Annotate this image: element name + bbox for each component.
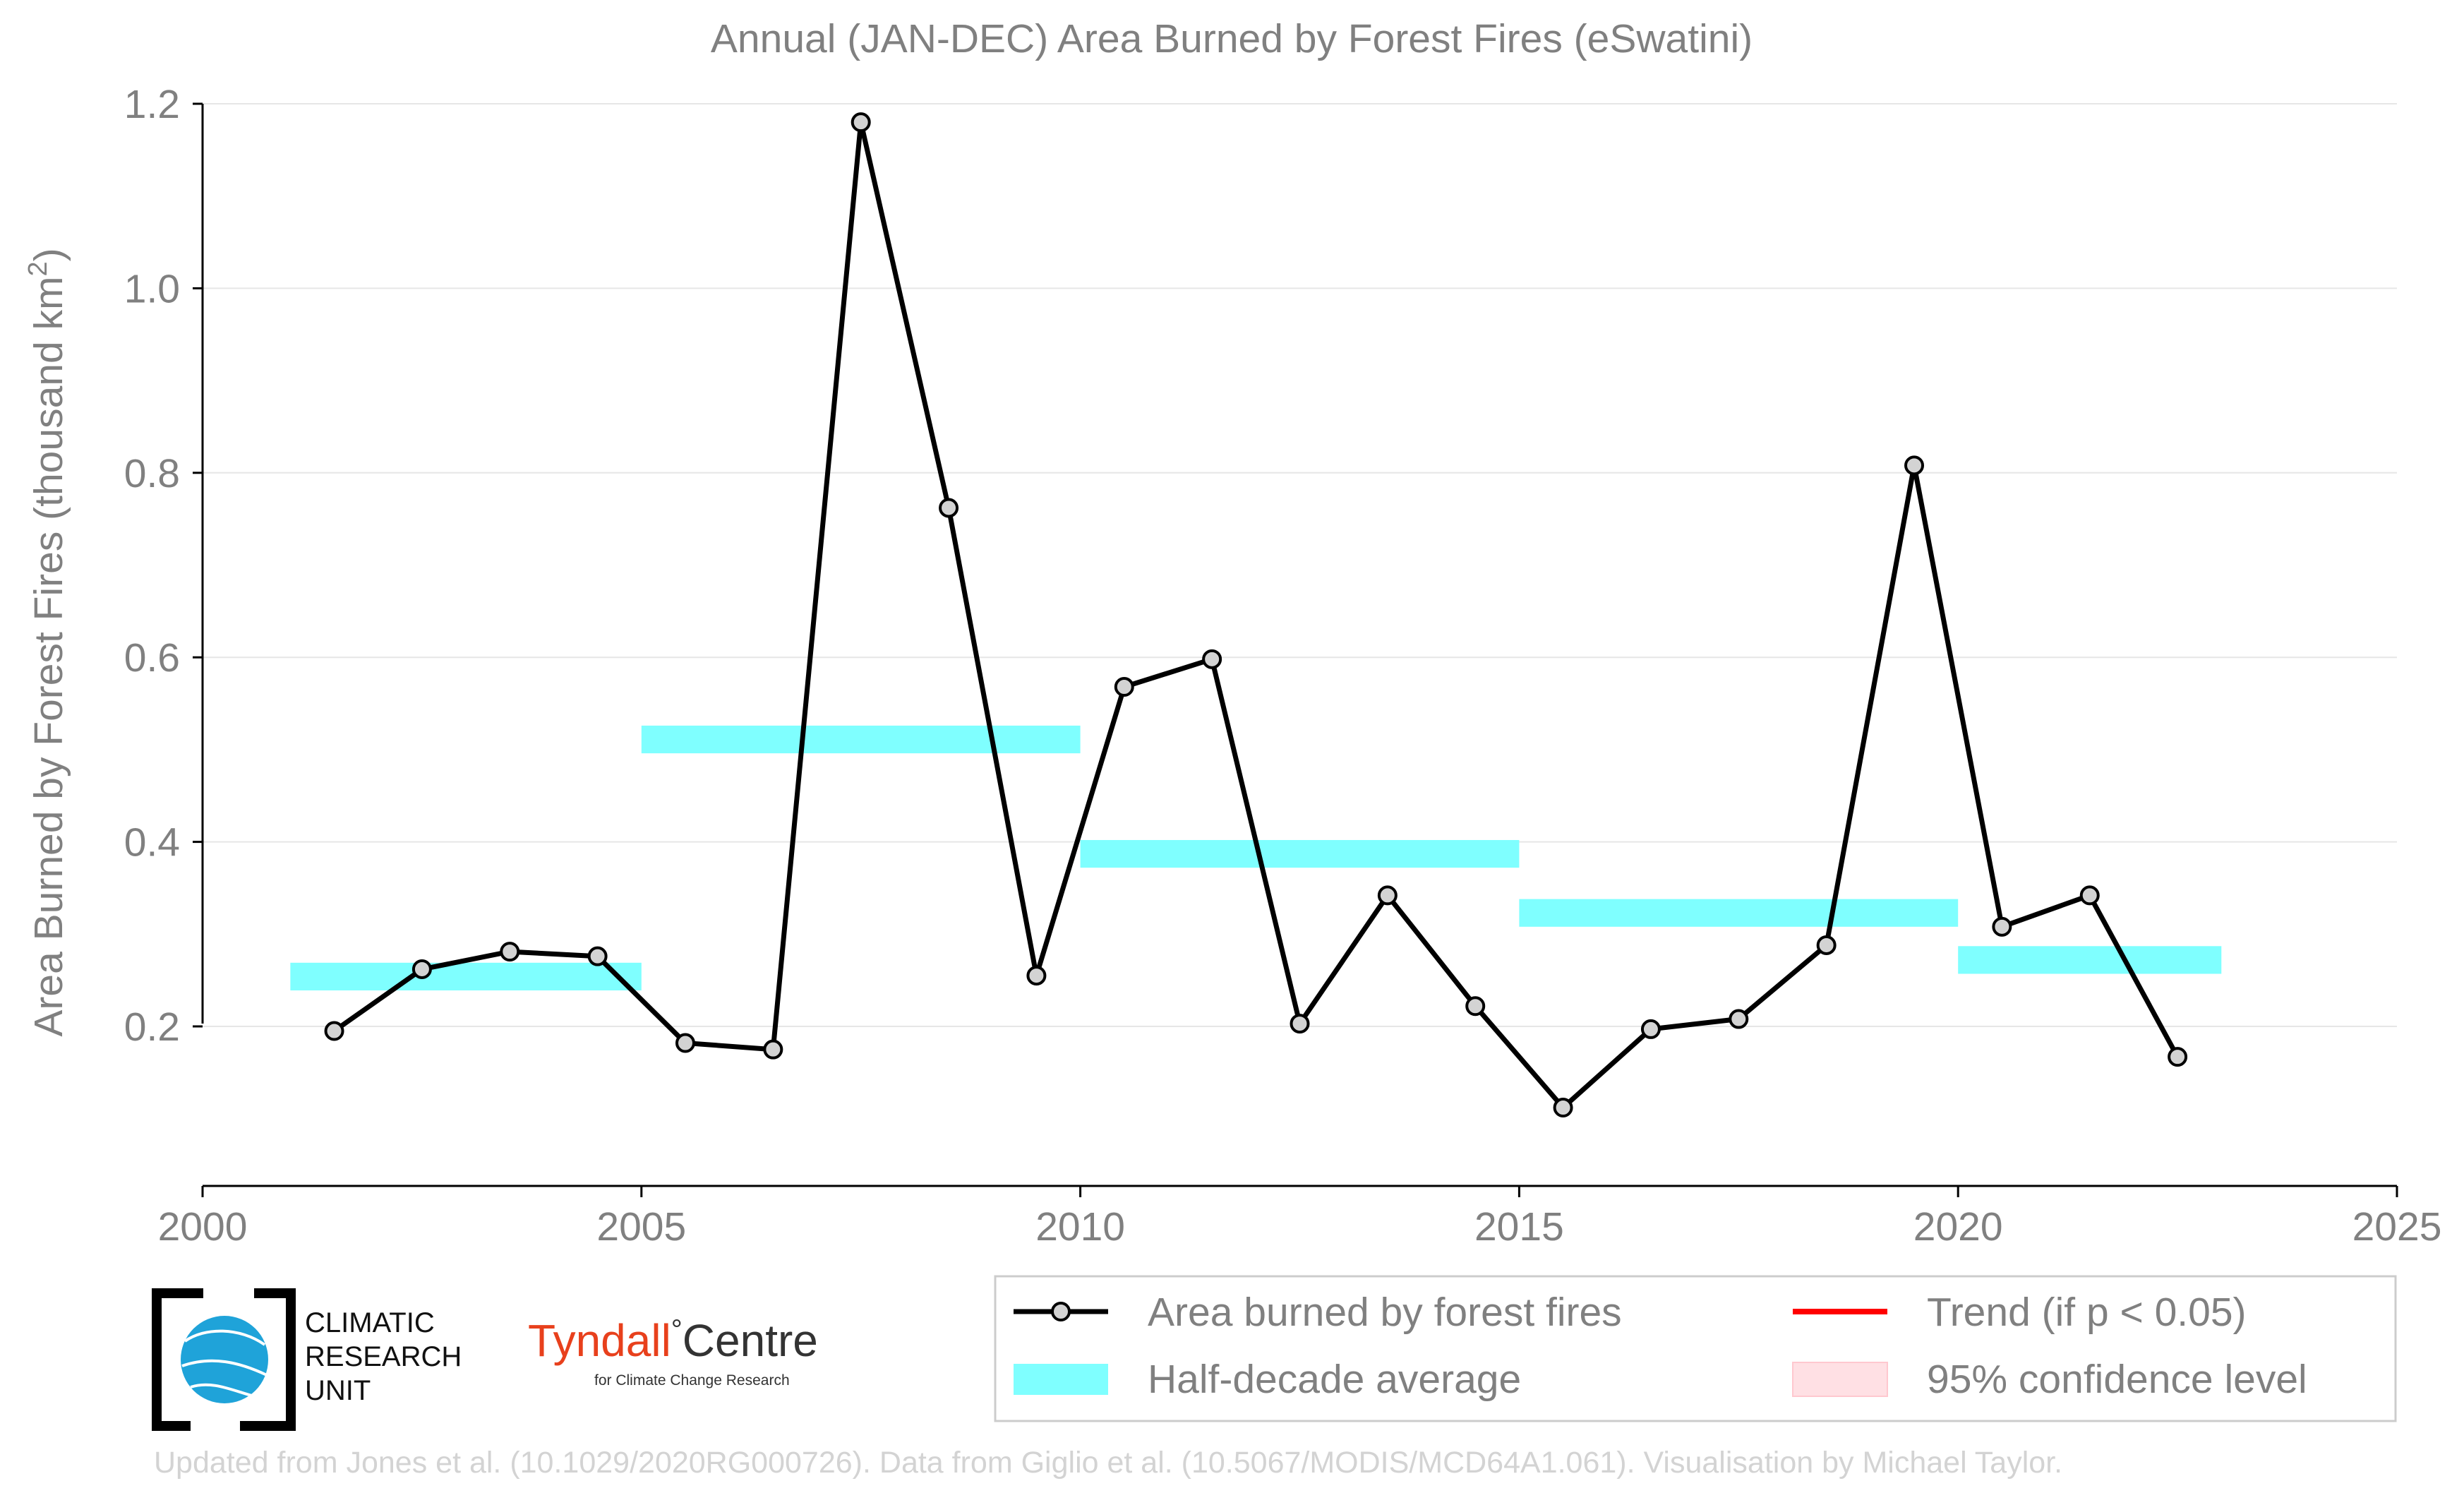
y-tick-label: 0.8 — [124, 451, 180, 496]
data-point — [1377, 885, 1398, 906]
x-tick-label: 2010 — [1035, 1204, 1125, 1249]
cru-text-line-2: RESEARCH — [305, 1341, 462, 1372]
data-point — [1202, 649, 1222, 669]
legend-swatch-marker — [1051, 1302, 1071, 1321]
half-decade-bar — [1519, 899, 1959, 927]
data-point — [324, 1021, 344, 1041]
data-point — [587, 946, 608, 966]
legend-label-half-decade: Half-decade average — [1148, 1357, 1521, 1402]
y-axis-label: Area Burned by Forest Fires (thousand km… — [23, 248, 71, 1036]
y-axis: 0.2 0.4 0.6 0.8 1.0 1.2 — [124, 82, 204, 1050]
legend-label-confidence: 95% confidence level — [1927, 1357, 2307, 1402]
x-axis: 2000 2005 2010 2015 2020 2025 — [158, 1185, 2442, 1249]
x-tick-label: 2000 — [158, 1204, 248, 1249]
cru-text-line-1: CLIMATIC — [305, 1307, 435, 1338]
x-tick-label: 2015 — [1474, 1204, 1564, 1249]
credit-line: Updated from Jones et al. (10.1029/2020R… — [154, 1446, 2063, 1480]
data-point — [1553, 1098, 1573, 1118]
data-point — [2079, 885, 2100, 906]
cru-globe-lines — [181, 1329, 268, 1398]
y-tick-label: 0.2 — [124, 1005, 180, 1050]
data-point — [763, 1039, 783, 1060]
chart-title: Annual (JAN-DEC) Area Burned by Forest F… — [711, 16, 1753, 61]
cru-globe-icon — [181, 1316, 268, 1403]
data-point — [2168, 1047, 2188, 1067]
data-point — [1640, 1019, 1661, 1039]
half-decade-bar — [290, 962, 642, 991]
y-axis-label-close: ) — [26, 248, 71, 261]
x-tick-label: 2005 — [596, 1204, 686, 1249]
cru-logo-bracket-right — [240, 1288, 296, 1431]
data-point — [675, 1033, 695, 1053]
data-point — [1904, 455, 1925, 476]
y-axis-label-main: Area Burned by Forest Fires (thousand km — [26, 276, 71, 1036]
cru-logo-bracket-left — [152, 1288, 203, 1431]
series-line-area-burned — [332, 119, 2180, 1110]
half-decade-bar — [1080, 839, 1520, 868]
y-axis-label-superscript: 2 — [23, 261, 53, 276]
data-point — [1729, 1009, 1749, 1029]
data-point — [851, 112, 871, 133]
cru-logo — [152, 1288, 296, 1431]
legend: Area burned by forest fires Trend (if p … — [994, 1275, 2397, 1422]
tyndall-name-2: Centre — [682, 1315, 818, 1366]
legend-swatch-half-decade — [1014, 1364, 1108, 1395]
tyndall-degree: ° — [671, 1314, 683, 1345]
data-point — [939, 498, 959, 518]
x-tick-label: 2025 — [2352, 1204, 2442, 1249]
data-point — [1992, 916, 2012, 937]
data-point — [500, 942, 520, 962]
y-tick-label: 1.0 — [124, 266, 180, 311]
legend-label-area-burned: Area burned by forest fires — [1148, 1290, 1622, 1335]
half-decade-bar — [641, 725, 1081, 754]
data-point — [1816, 935, 1837, 955]
legend-label-trend: Trend (if p < 0.05) — [1927, 1290, 2247, 1335]
half-decade-average-bands — [290, 725, 2222, 991]
x-tick-label: 2020 — [1913, 1204, 2003, 1249]
legend-swatch-confidence — [1792, 1362, 1888, 1397]
tyndall-name-1: Tyndall — [528, 1315, 671, 1366]
y-tick-label: 0.4 — [124, 820, 180, 865]
gridlines — [203, 103, 2397, 1027]
data-point — [1114, 677, 1134, 697]
y-tick-label: 1.2 — [124, 82, 180, 127]
data-point — [1026, 966, 1047, 986]
data-point — [1465, 996, 1486, 1017]
cru-logo-text: CLIMATIC RESEARCH UNIT — [305, 1306, 462, 1408]
tyndall-logo: Tyndall°Centre — [528, 1314, 818, 1367]
half-decade-bar — [1958, 946, 2222, 974]
data-point — [1290, 1014, 1310, 1034]
y-tick-label: 0.6 — [124, 635, 180, 680]
series-points — [324, 112, 2188, 1118]
data-point — [411, 959, 432, 979]
cru-text-line-3: UNIT — [305, 1375, 371, 1406]
legend-frame — [994, 1275, 2397, 1422]
tyndall-subtitle: for Climate Change Research — [594, 1372, 790, 1389]
